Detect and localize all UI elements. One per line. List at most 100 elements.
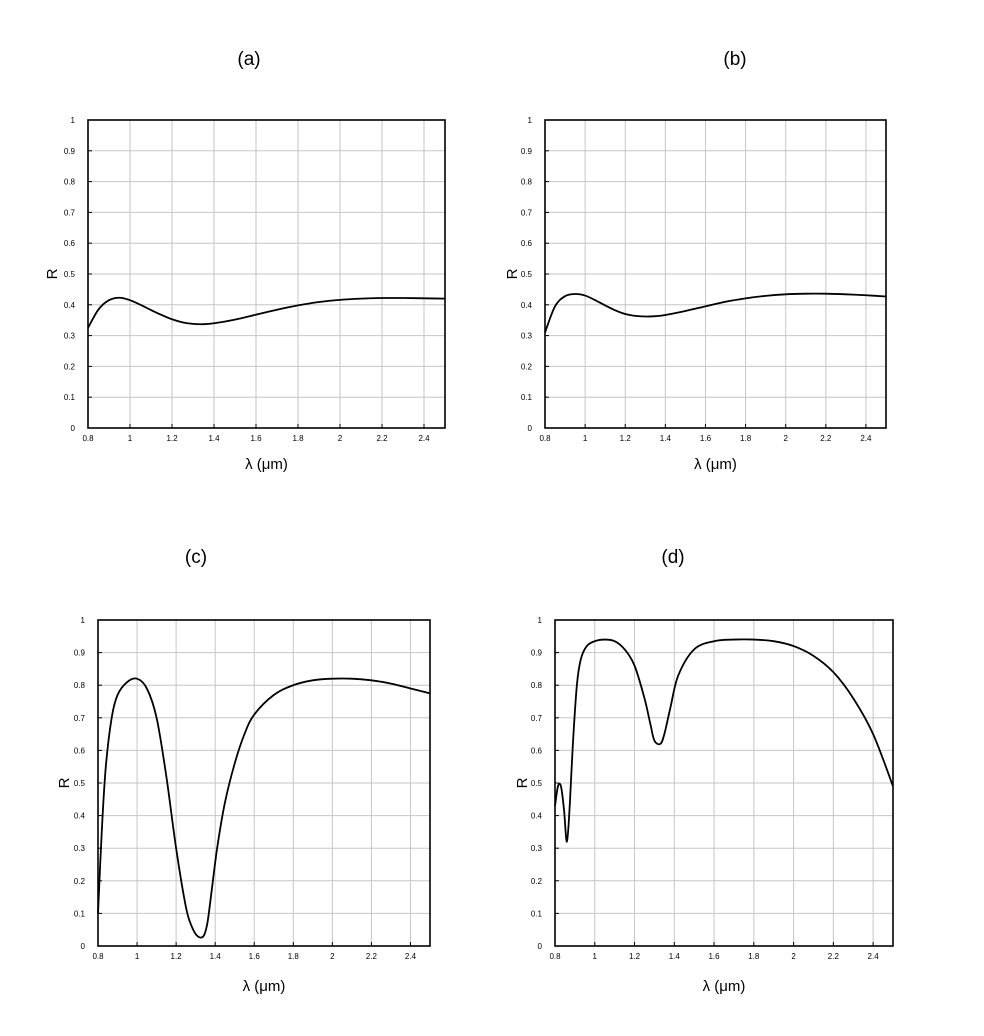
x-tick-label: 1.6 bbox=[700, 434, 712, 443]
x-tick-label: 2 bbox=[330, 952, 335, 961]
y-tick-label: 0.9 bbox=[64, 147, 76, 156]
y-axis-label: R bbox=[44, 268, 61, 279]
x-tick-label: 1.2 bbox=[620, 434, 632, 443]
panel-title: (a) bbox=[237, 49, 260, 70]
x-tick-label: 2.4 bbox=[418, 434, 430, 443]
y-tick-label: 1 bbox=[528, 116, 533, 125]
x-tick-label: 0.8 bbox=[549, 952, 561, 961]
y-tick-label: 0.5 bbox=[74, 779, 86, 788]
y-tick-label: 0.4 bbox=[531, 812, 543, 821]
x-axis-label: λ (μm) bbox=[694, 456, 737, 473]
reflectance-curve bbox=[97, 677, 431, 939]
x-tick-label: 1 bbox=[135, 952, 140, 961]
x-tick-label: 1.2 bbox=[171, 952, 183, 961]
y-tick-label: 0.6 bbox=[521, 239, 533, 248]
y-tick-label: 0.6 bbox=[531, 746, 543, 755]
y-tick-label: 0.8 bbox=[531, 681, 543, 690]
y-tick-label: 0.1 bbox=[531, 909, 543, 918]
y-tick-label: 0.6 bbox=[64, 239, 76, 248]
x-tick-label: 2.4 bbox=[405, 952, 417, 961]
x-tick-label: 2 bbox=[338, 434, 343, 443]
y-tick-label: 0.3 bbox=[531, 844, 543, 853]
y-tick-label: 0.9 bbox=[521, 147, 533, 156]
y-tick-label: 0.2 bbox=[531, 877, 543, 886]
y-axis-label: R bbox=[514, 777, 531, 788]
y-tick-label: 0.7 bbox=[521, 208, 533, 217]
reflectance-curve bbox=[544, 292, 887, 333]
y-tick-label: 0.4 bbox=[74, 812, 86, 821]
y-tick-label: 0.3 bbox=[64, 332, 76, 341]
x-tick-label: 1.2 bbox=[166, 434, 178, 443]
x-tick-label: 0.8 bbox=[92, 952, 104, 961]
y-tick-label: 0.4 bbox=[64, 301, 76, 310]
x-tick-label: 2 bbox=[791, 952, 796, 961]
y-tick-label: 0.9 bbox=[74, 649, 86, 658]
y-tick-label: 0.9 bbox=[531, 649, 543, 658]
x-tick-label: 2 bbox=[783, 434, 788, 443]
plot-frame bbox=[544, 119, 887, 429]
y-tick-label: 0.1 bbox=[521, 393, 533, 402]
y-axis-label: R bbox=[56, 777, 73, 788]
y-tick-label: 0.4 bbox=[521, 301, 533, 310]
y-tick-label: 0 bbox=[81, 942, 86, 951]
x-tick-label: 1.6 bbox=[249, 952, 261, 961]
y-tick-label: 0.8 bbox=[74, 681, 86, 690]
y-tick-label: 0.1 bbox=[64, 393, 76, 402]
y-tick-label: 0.5 bbox=[521, 270, 533, 279]
reflectance-curve bbox=[87, 296, 446, 329]
y-tick-label: 1 bbox=[71, 116, 76, 125]
x-tick-label: 2.2 bbox=[366, 952, 378, 961]
plot-frame bbox=[554, 619, 894, 947]
x-tick-label: 1 bbox=[583, 434, 588, 443]
y-tick-label: 0.3 bbox=[521, 332, 533, 341]
x-tick-label: 1.6 bbox=[708, 952, 720, 961]
y-tick-label: 0.2 bbox=[521, 362, 533, 371]
panel-title: (c) bbox=[185, 547, 207, 568]
chart-panel-1: 0.8 1 1.2 1.4 1.6 1.8 2 2.2 2.4 0 0.1 0.2 0.3 0.4 0.5 0… bbox=[44, 49, 446, 473]
y-tick-label: 1 bbox=[538, 616, 543, 625]
x-axis-label: λ (μm) bbox=[703, 978, 746, 995]
chart-panel-2: 0.8 1 1.2 1.4 1.6 1.8 2 2.2 2.4 0 0.1 0.2 0.3 0.4 0.5 0… bbox=[504, 49, 887, 473]
reflectance-curve bbox=[554, 638, 894, 843]
x-tick-label: 1.4 bbox=[210, 952, 222, 961]
y-tick-label: 0 bbox=[538, 942, 543, 951]
x-tick-label: 2.2 bbox=[820, 434, 832, 443]
x-tick-label: 2.2 bbox=[828, 952, 840, 961]
y-tick-label: 0.2 bbox=[64, 362, 76, 371]
plot-frame bbox=[97, 619, 431, 947]
y-tick-label: 0.2 bbox=[74, 877, 86, 886]
x-tick-label: 1.4 bbox=[208, 434, 220, 443]
panel-title: (b) bbox=[723, 49, 746, 70]
x-tick-label: 1 bbox=[128, 434, 133, 443]
y-tick-label: 1 bbox=[81, 616, 86, 625]
x-tick-label: 1.8 bbox=[292, 434, 304, 443]
chart-panel-4: 0.8 1 1.2 1.4 1.6 1.8 2 2.2 2.4 0 0.1 0.2 0.3 0.4 0.5 0… bbox=[514, 547, 894, 995]
x-tick-label: 1.2 bbox=[629, 952, 641, 961]
x-tick-label: 0.8 bbox=[82, 434, 94, 443]
x-tick-label: 1.4 bbox=[669, 952, 681, 961]
x-tick-label: 1.8 bbox=[748, 952, 760, 961]
chart-panel-3: 0.8 1 1.2 1.4 1.6 1.8 2 2.2 2.4 0 0.1 0.2 0.3 0.4 0.5 0… bbox=[56, 547, 431, 995]
y-tick-label: 0.5 bbox=[64, 270, 76, 279]
x-axis-label: λ (μm) bbox=[243, 978, 286, 995]
panel-title: (d) bbox=[661, 547, 684, 568]
x-tick-label: 0.8 bbox=[539, 434, 551, 443]
y-tick-label: 0 bbox=[71, 424, 76, 433]
y-tick-label: 0.7 bbox=[64, 208, 76, 217]
y-tick-label: 0.1 bbox=[74, 909, 86, 918]
plot-frame bbox=[87, 119, 446, 429]
y-tick-label: 0.5 bbox=[531, 779, 543, 788]
x-tick-label: 1.4 bbox=[660, 434, 672, 443]
x-tick-label: 2.4 bbox=[868, 952, 880, 961]
y-tick-label: 0.7 bbox=[74, 714, 86, 723]
y-tick-label: 0.6 bbox=[74, 746, 86, 755]
x-tick-label: 2.4 bbox=[860, 434, 872, 443]
y-tick-label: 0.3 bbox=[74, 844, 86, 853]
y-axis-label: R bbox=[504, 268, 521, 279]
x-tick-label: 2.2 bbox=[376, 434, 388, 443]
y-tick-label: 0.8 bbox=[64, 178, 76, 187]
y-tick-label: 0.8 bbox=[521, 178, 533, 187]
x-tick-label: 1.6 bbox=[250, 434, 262, 443]
y-tick-label: 0 bbox=[528, 424, 533, 433]
x-tick-label: 1.8 bbox=[288, 952, 300, 961]
